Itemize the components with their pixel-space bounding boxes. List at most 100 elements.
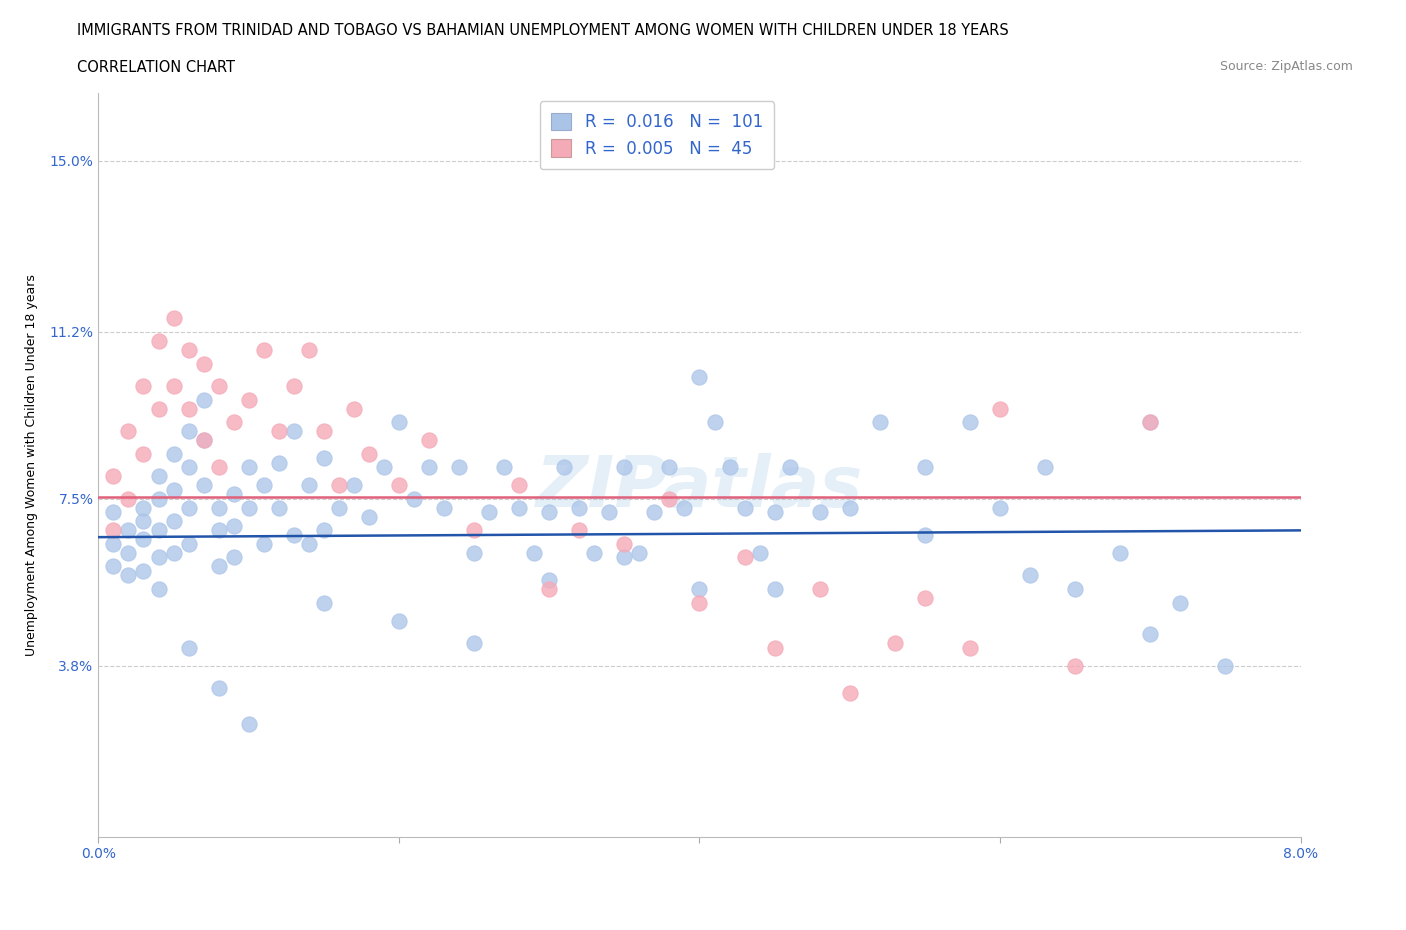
- Point: [613, 550, 636, 565]
- Point: [568, 500, 591, 515]
- Point: [553, 459, 575, 474]
- Point: [688, 595, 710, 610]
- Point: [357, 446, 380, 461]
- Point: [1139, 415, 1161, 430]
- Point: [238, 500, 260, 515]
- Point: [103, 469, 125, 484]
- Point: [253, 537, 276, 551]
- Point: [103, 559, 125, 574]
- Point: [177, 401, 200, 416]
- Point: [132, 514, 155, 529]
- Point: [103, 523, 125, 538]
- Point: [343, 401, 366, 416]
- Point: [283, 424, 305, 439]
- Point: [538, 581, 561, 596]
- Point: [838, 685, 860, 700]
- Point: [148, 469, 170, 484]
- Point: [779, 459, 801, 474]
- Point: [177, 424, 200, 439]
- Point: [222, 518, 245, 533]
- Point: [628, 546, 651, 561]
- Point: [148, 581, 170, 596]
- Point: [959, 640, 981, 655]
- Text: CORRELATION CHART: CORRELATION CHART: [77, 60, 235, 75]
- Point: [132, 532, 155, 547]
- Point: [598, 505, 620, 520]
- Point: [193, 356, 215, 371]
- Point: [988, 500, 1011, 515]
- Y-axis label: Unemployment Among Women with Children Under 18 years: Unemployment Among Women with Children U…: [25, 274, 38, 656]
- Point: [388, 478, 411, 493]
- Point: [703, 415, 725, 430]
- Point: [568, 523, 591, 538]
- Point: [177, 459, 200, 474]
- Point: [208, 559, 231, 574]
- Point: [1168, 595, 1191, 610]
- Point: [103, 505, 125, 520]
- Point: [177, 342, 200, 357]
- Point: [148, 334, 170, 349]
- Point: [433, 500, 456, 515]
- Point: [162, 446, 184, 461]
- Point: [388, 415, 411, 430]
- Point: [418, 432, 440, 447]
- Point: [238, 717, 260, 732]
- Point: [658, 491, 681, 506]
- Point: [117, 424, 139, 439]
- Point: [613, 537, 636, 551]
- Point: [193, 478, 215, 493]
- Point: [253, 478, 276, 493]
- Point: [914, 459, 936, 474]
- Point: [763, 581, 786, 596]
- Point: [869, 415, 891, 430]
- Point: [748, 546, 770, 561]
- Point: [688, 369, 710, 384]
- Point: [447, 459, 470, 474]
- Point: [193, 392, 215, 407]
- Point: [132, 379, 155, 393]
- Point: [283, 527, 305, 542]
- Point: [523, 546, 546, 561]
- Point: [162, 483, 184, 498]
- Point: [463, 546, 485, 561]
- Point: [148, 523, 170, 538]
- Point: [208, 523, 231, 538]
- Point: [267, 500, 290, 515]
- Point: [1064, 658, 1087, 673]
- Point: [718, 459, 741, 474]
- Point: [298, 342, 321, 357]
- Point: [463, 636, 485, 651]
- Point: [222, 550, 245, 565]
- Point: [117, 546, 139, 561]
- Point: [132, 564, 155, 578]
- Point: [734, 500, 756, 515]
- Point: [103, 537, 125, 551]
- Point: [1139, 627, 1161, 642]
- Point: [494, 459, 516, 474]
- Point: [402, 491, 425, 506]
- Point: [238, 459, 260, 474]
- Point: [162, 514, 184, 529]
- Point: [538, 505, 561, 520]
- Point: [328, 500, 350, 515]
- Point: [177, 640, 200, 655]
- Point: [583, 546, 606, 561]
- Point: [658, 459, 681, 474]
- Point: [298, 478, 321, 493]
- Point: [478, 505, 501, 520]
- Point: [238, 392, 260, 407]
- Point: [538, 573, 561, 588]
- Point: [1139, 415, 1161, 430]
- Point: [373, 459, 395, 474]
- Point: [222, 487, 245, 502]
- Point: [208, 681, 231, 696]
- Point: [208, 459, 231, 474]
- Text: IMMIGRANTS FROM TRINIDAD AND TOBAGO VS BAHAMIAN UNEMPLOYMENT AMONG WOMEN WITH CH: IMMIGRANTS FROM TRINIDAD AND TOBAGO VS B…: [77, 23, 1010, 38]
- Point: [162, 546, 184, 561]
- Point: [1033, 459, 1056, 474]
- Point: [193, 432, 215, 447]
- Point: [838, 500, 860, 515]
- Point: [463, 523, 485, 538]
- Point: [283, 379, 305, 393]
- Point: [688, 581, 710, 596]
